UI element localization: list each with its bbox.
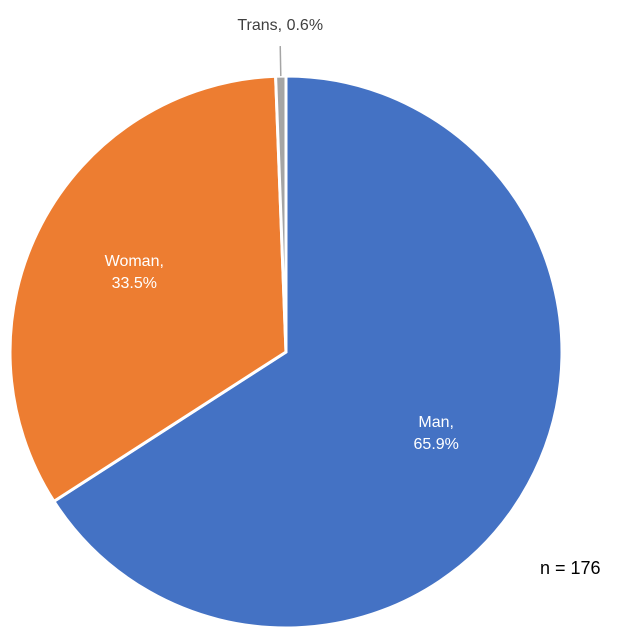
annotation: n = 176	[540, 558, 601, 578]
data-label: Man, 65.9%	[413, 413, 459, 453]
pie-slice	[51, 74, 564, 628]
data-label: Trans, 0.6%	[237, 17, 324, 35]
leader-line	[279, 46, 282, 77]
pie-slice	[274, 74, 288, 353]
pie-slice	[8, 74, 288, 504]
data-label: Woman, 33.5%	[104, 252, 164, 292]
